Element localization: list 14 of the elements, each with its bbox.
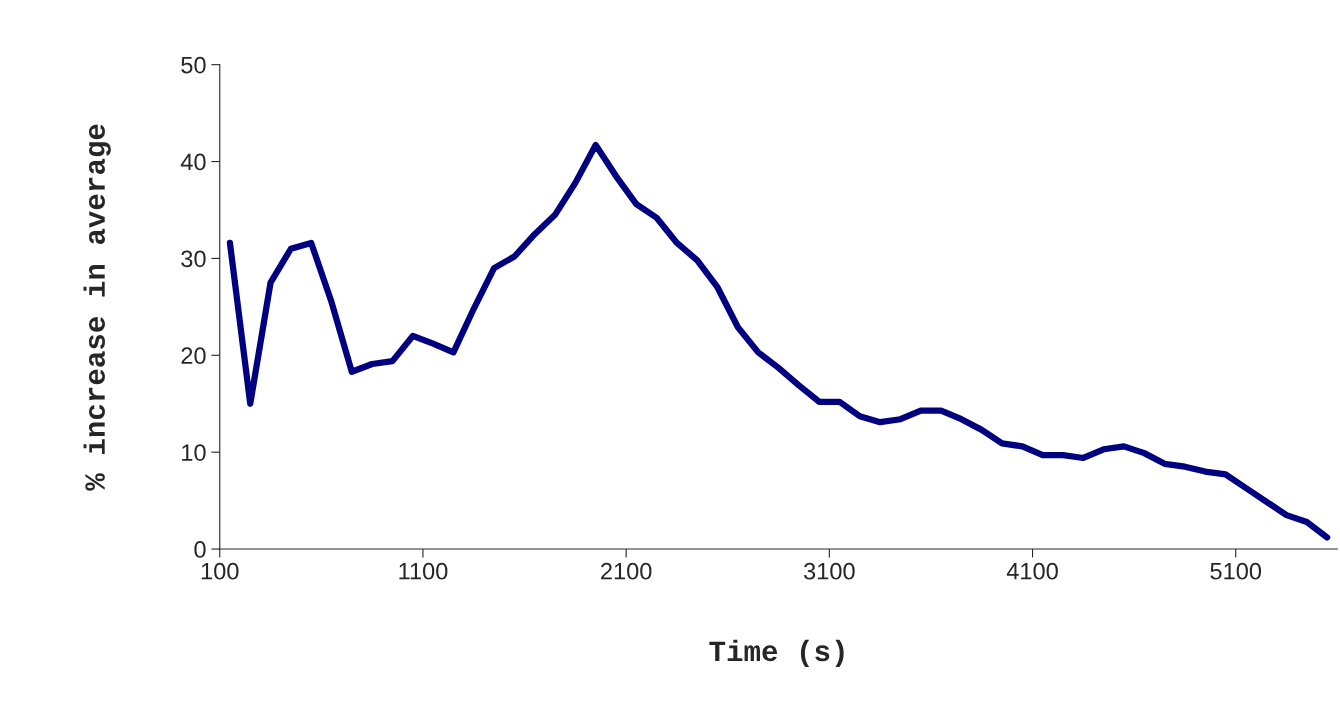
x-tick-label: 5100	[1210, 562, 1262, 580]
y-tick-label: 20	[181, 347, 206, 365]
x-tick-label: 100	[201, 562, 239, 580]
x-axis-title: Time (s)	[709, 639, 844, 667]
y-tick-label: 40	[180, 153, 206, 171]
y-tick-label: 0	[194, 541, 206, 558]
x-tick-label: 1100	[399, 562, 448, 580]
y-axis-title: % increase in average	[83, 124, 111, 491]
x-tick-label: 3100	[803, 562, 855, 580]
y-tick-label: 50	[181, 56, 206, 74]
x-tick-label: 2100	[601, 562, 652, 580]
y-tick-label: 10	[182, 444, 206, 461]
x-tick-label: 4100	[1006, 562, 1058, 580]
y-tick-label: 30	[181, 250, 206, 268]
